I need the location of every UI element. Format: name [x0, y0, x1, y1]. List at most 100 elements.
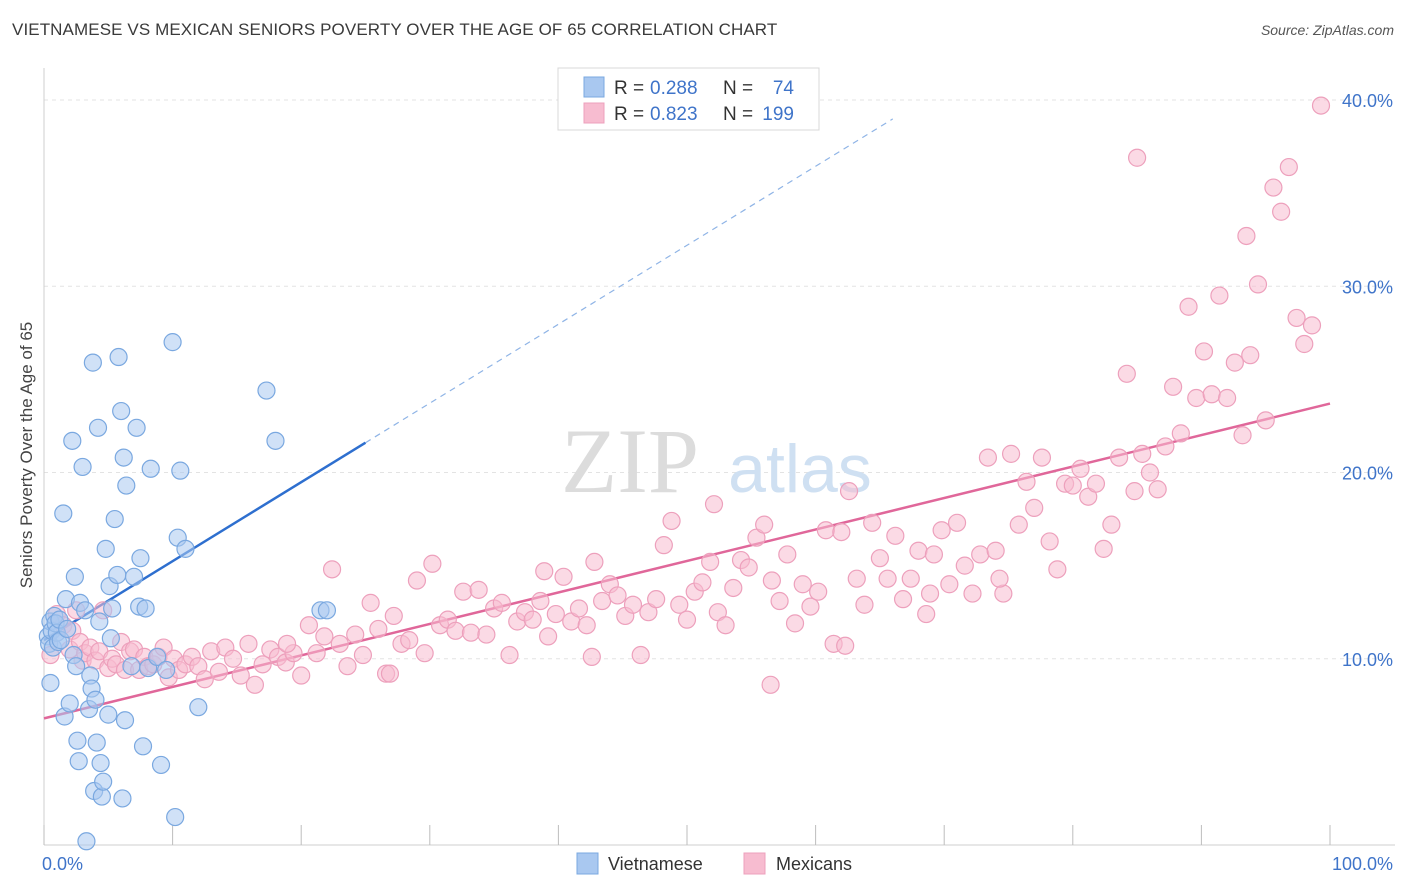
vietnamese-trend-extension: [365, 118, 894, 444]
vietnamese-point: [113, 789, 132, 808]
legend-mexicans-label: Mexicans: [776, 854, 852, 874]
mexicans-point: [932, 521, 951, 540]
mexicans-r-value: 0.823: [650, 104, 698, 125]
mexicans-point: [1225, 353, 1244, 372]
mexicans-point: [1164, 377, 1183, 396]
mexicans-point: [801, 597, 820, 616]
mexicans-point: [793, 575, 812, 594]
vietnamese-point: [133, 737, 153, 756]
mexicans-n-value: 199: [762, 104, 794, 125]
mexicans-point: [292, 666, 311, 685]
mexicans-point: [762, 571, 781, 590]
mexicans-point: [654, 536, 673, 555]
vietnamese-point: [90, 612, 109, 631]
mexicans-point: [523, 610, 542, 629]
vietnamese-point: [68, 731, 87, 750]
vietnamese-point: [136, 599, 155, 618]
vietnamese-r-label: R =: [614, 78, 644, 99]
mexicans-point: [492, 593, 511, 612]
chart-title: VIETNAMESE VS MEXICAN SENIORS POVERTY OV…: [12, 20, 778, 39]
mexicans-point: [535, 562, 554, 581]
mexicans-point: [647, 590, 666, 609]
vietnamese-point: [60, 694, 79, 713]
mexicans-point: [1117, 364, 1136, 383]
vietnamese-r-value: 0.288: [650, 78, 698, 99]
vietnamese-point: [148, 647, 167, 666]
mexicans-point: [338, 657, 357, 676]
mexicans-point: [1279, 157, 1298, 177]
mexicans-point: [582, 647, 601, 666]
mexicans-point: [755, 515, 774, 534]
mexicans-point: [1109, 448, 1129, 467]
mexicans-point: [955, 556, 974, 575]
mexicans-point: [990, 569, 1009, 588]
vietnamese-n-label: N =: [723, 78, 753, 99]
mexicans-point: [231, 666, 250, 685]
mexicans-point: [277, 634, 297, 653]
vietnamese-point: [77, 832, 96, 851]
mexicans-point: [1295, 334, 1314, 354]
legend-mexicans-swatch: [743, 852, 766, 875]
vietnamese-point: [63, 431, 82, 450]
series-legend: Vietnamese Mexicans: [576, 852, 852, 875]
mexicans-point: [847, 569, 866, 588]
mexicans-point: [539, 627, 558, 646]
mexicans-point: [1148, 480, 1167, 499]
vietnamese-point: [114, 448, 133, 467]
mexicans-point: [1311, 96, 1331, 115]
mexicans-point: [839, 482, 859, 501]
mexicans-point: [1032, 448, 1052, 467]
mexicans-point: [1140, 463, 1160, 482]
vietnamese-point: [163, 333, 182, 352]
mexicans-point: [816, 521, 835, 540]
mexicans-point: [1194, 342, 1214, 361]
mexicans-point: [893, 590, 913, 609]
vietnamese-point: [101, 629, 120, 648]
vietnamese-point: [266, 431, 285, 450]
mexicans-point: [986, 541, 1005, 560]
mexicans-point: [1025, 498, 1044, 517]
mexicans-point: [670, 595, 689, 614]
mexicans-point: [384, 606, 403, 626]
mexicans-point: [608, 586, 627, 605]
vietnamese-point: [117, 476, 136, 495]
mexicans-point: [716, 616, 735, 635]
y-tick-label: 10.0%: [1342, 650, 1393, 670]
vietnamese-point: [151, 755, 171, 775]
mexicans-point: [1179, 297, 1198, 316]
legend-vietnamese-label: Vietnamese: [608, 854, 703, 874]
mexicans-point: [593, 591, 612, 611]
mexicans-swatch: [583, 102, 605, 124]
vietnamese-n-value: 74: [773, 78, 795, 99]
y-tick-label: 40.0%: [1342, 91, 1393, 111]
mexicans-point: [1048, 560, 1067, 579]
grid-lines: [44, 99, 1395, 660]
mexicans-point: [761, 675, 780, 694]
mexicans-point: [1171, 424, 1190, 443]
vietnamese-point: [105, 509, 124, 529]
mexicans-point: [971, 545, 990, 564]
mexicans-point: [1302, 316, 1322, 335]
mexicans-point: [353, 645, 373, 665]
vietnamese-point: [108, 565, 127, 585]
vietnamese-point: [171, 461, 190, 480]
mexicans-point: [836, 636, 855, 655]
axes: [43, 68, 1395, 846]
mexicans-point: [978, 448, 998, 467]
vietnamese-point: [166, 807, 185, 827]
mexicans-point: [1287, 308, 1306, 328]
vietnamese-point: [41, 673, 60, 693]
mexicans-point: [500, 645, 519, 665]
mexicans-point: [1133, 444, 1152, 463]
mexicans-point: [322, 560, 342, 579]
mexicans-point: [662, 511, 681, 531]
mexicans-point: [1086, 474, 1106, 493]
mexicans-point: [400, 631, 419, 650]
mexicans-point: [809, 582, 828, 601]
mexicans-point: [346, 625, 365, 644]
mexicans-point: [878, 569, 897, 588]
mexicans-point: [924, 545, 944, 564]
mexicans-point: [195, 670, 214, 689]
vietnamese-point: [58, 619, 77, 639]
